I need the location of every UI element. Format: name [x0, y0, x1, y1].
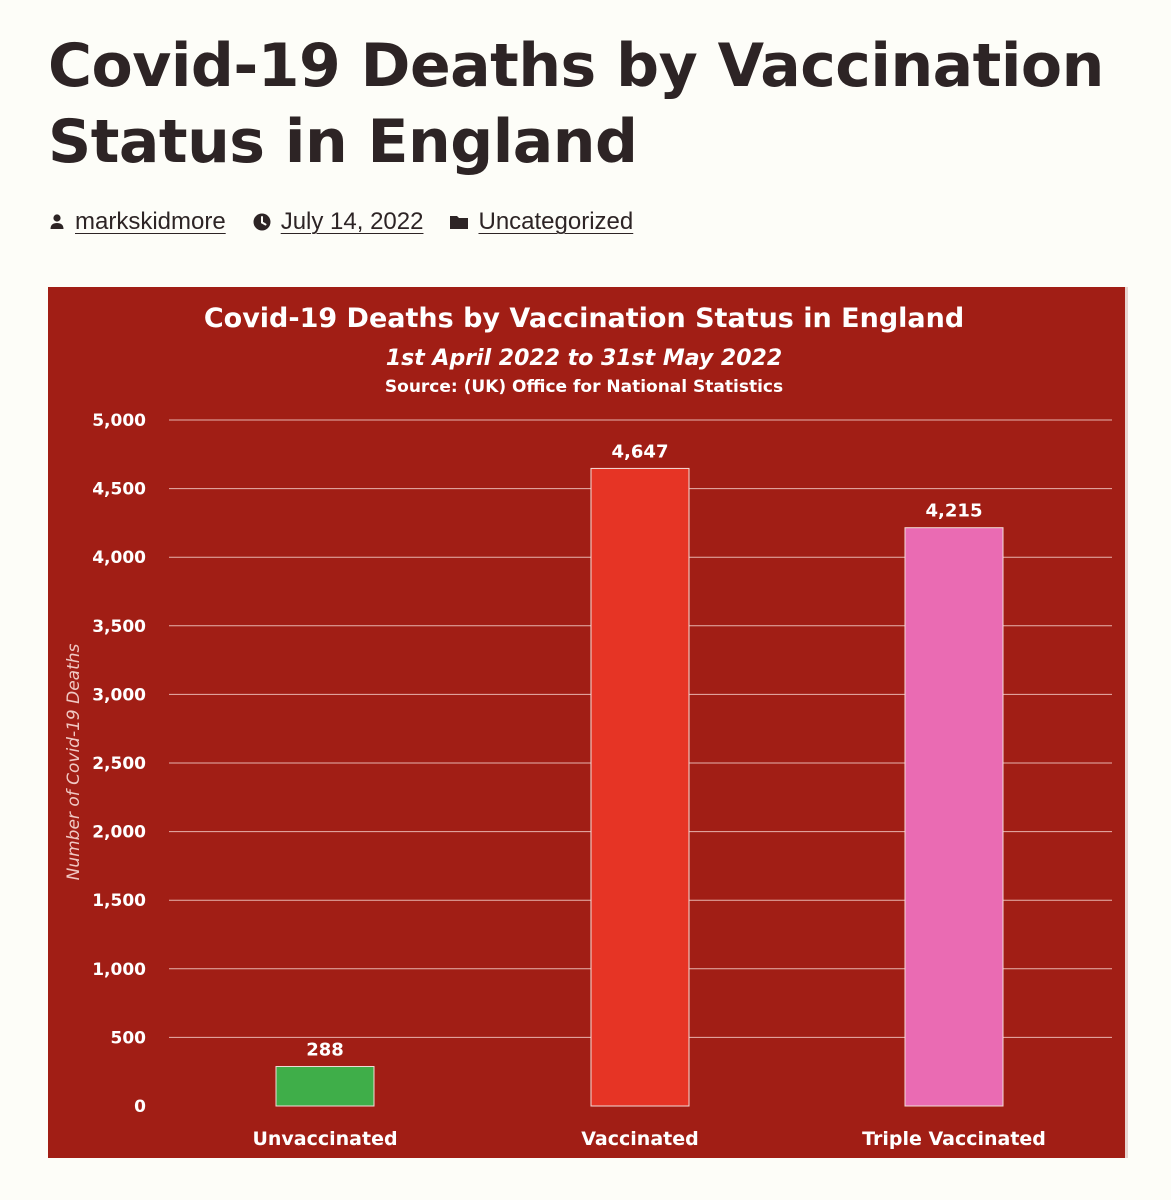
y-tick-label: 3,000	[92, 685, 146, 705]
data-label: 288	[306, 1039, 344, 1060]
x-tick-label: Unvaccinated	[252, 1128, 397, 1150]
chart-image: Covid-19 Deaths by Vaccination Status in…	[48, 287, 1128, 1158]
x-axis-ticks: Unvaccinated Vaccinated Triple Vaccinated	[252, 1128, 1045, 1150]
data-labels: 288 4,647 4,215	[306, 441, 982, 1060]
chart-source: Source: (UK) Office for National Statist…	[385, 377, 783, 397]
y-tick-label: 2,500	[92, 754, 146, 774]
y-tick-label: 2,000	[92, 823, 146, 843]
y-tick-label: 1,000	[92, 960, 146, 980]
bar-unvaccinated	[275, 1065, 375, 1107]
person-icon	[50, 214, 64, 229]
author-link[interactable]: markskidmore	[75, 208, 226, 235]
chart-title: Covid-19 Deaths by Vaccination Status in…	[204, 303, 964, 334]
bars	[275, 467, 1004, 1107]
folder-icon	[450, 216, 469, 229]
y-tick-label: 0	[134, 1097, 146, 1117]
x-tick-label: Vaccinated	[581, 1128, 698, 1150]
y-tick-label: 1,500	[92, 891, 146, 911]
bar-chart: Covid-19 Deaths by Vaccination Status in…	[64, 303, 1112, 1150]
clock-icon	[253, 213, 271, 231]
bar-vaccinated	[590, 467, 690, 1107]
author-meta: markskidmore	[48, 208, 226, 236]
y-tick-label: 5,000	[92, 411, 146, 431]
bar-triple-vaccinated	[904, 527, 1004, 1107]
data-label: 4,215	[926, 501, 983, 522]
y-axis-ticks: 0 500 1,000 1,500 2,000 2,500 3,000 3,500 4,000 4…	[92, 411, 146, 1117]
y-tick-label: 4,500	[92, 480, 146, 500]
date-link[interactable]: July 14, 2022	[280, 208, 424, 235]
category-link[interactable]: Uncategorized	[478, 208, 634, 235]
x-tick-label: Triple Vaccinated	[862, 1128, 1046, 1150]
chart-subtitle: 1st April 2022 to 31st May 2022	[386, 346, 782, 371]
y-tick-label: 500	[111, 1028, 147, 1048]
data-label: 4,647	[612, 441, 669, 462]
post-meta: markskidmore July 14, 2022 Uncategorized	[48, 204, 659, 240]
y-tick-label: 4,000	[92, 548, 146, 568]
y-axis-label: Number of Covid-19 Deaths	[64, 643, 84, 880]
page-title: Covid-19 Deaths by Vaccination Status in…	[48, 31, 1104, 177]
y-tick-label: 3,500	[92, 617, 146, 637]
date-meta: July 14, 2022	[252, 208, 424, 236]
category-meta: Uncategorized	[449, 208, 633, 236]
